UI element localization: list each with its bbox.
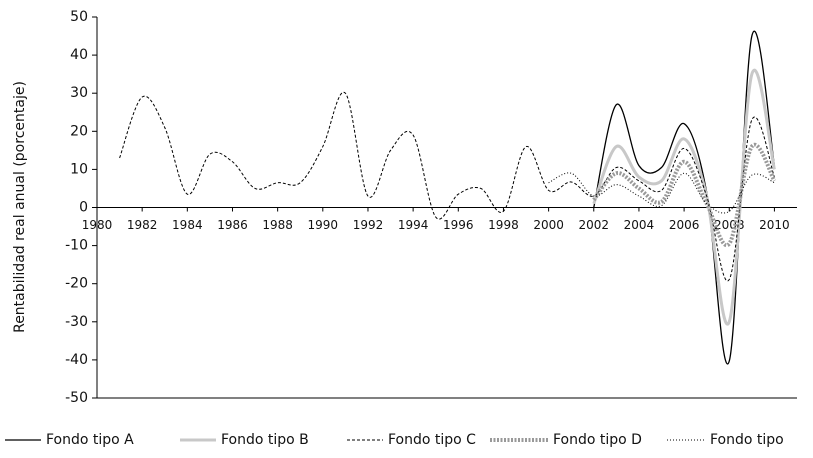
x-tick-label: 1998 [488,218,519,232]
x-tick-label: 1982 [127,218,158,232]
x-tick-label: 1980 [82,218,113,232]
y-tick-label: 50 [70,9,88,25]
y-tick-label: -40 [65,352,88,368]
y-axis-label: Rentabilidad real anual (porcentaje) [12,81,28,333]
series-line [593,30,776,365]
series-line [592,142,777,248]
x-tick-label: 2002 [579,218,610,232]
y-tick-label: 30 [70,85,88,101]
x-tick-label: 1994 [398,218,429,232]
legend-label: Fondo tipo A [46,432,134,448]
y-tick-label: 10 [70,161,88,177]
x-tick-label: 2004 [624,218,655,232]
legend-label: Fondo tipo C [388,432,476,448]
x-tick-label: 1996 [443,218,474,232]
x-tick-label: 2010 [759,218,790,232]
legend-label: Fondo tipo B [221,432,309,448]
y-tick-label: 0 [79,200,88,216]
legend-label: Fondo tipo [710,432,784,448]
legend-label: Fondo tipo D [553,432,642,448]
series-line [119,91,775,282]
y-tick-label: -20 [65,276,88,292]
y-tick-label: -30 [65,314,88,330]
x-tick-label: 2000 [533,218,564,232]
y-tick-label: 40 [70,47,88,63]
y-tick-label: -50 [65,390,88,406]
x-tick-label: 2006 [669,218,700,232]
x-tick-label: 1986 [217,218,248,232]
x-tick-label: 1988 [262,218,293,232]
x-tick-label: 1992 [353,218,384,232]
y-tick-label: 20 [70,123,88,139]
x-tick-label: 1984 [172,218,203,232]
x-tick-label: 1990 [308,218,339,232]
y-tick-label: -10 [65,238,88,254]
